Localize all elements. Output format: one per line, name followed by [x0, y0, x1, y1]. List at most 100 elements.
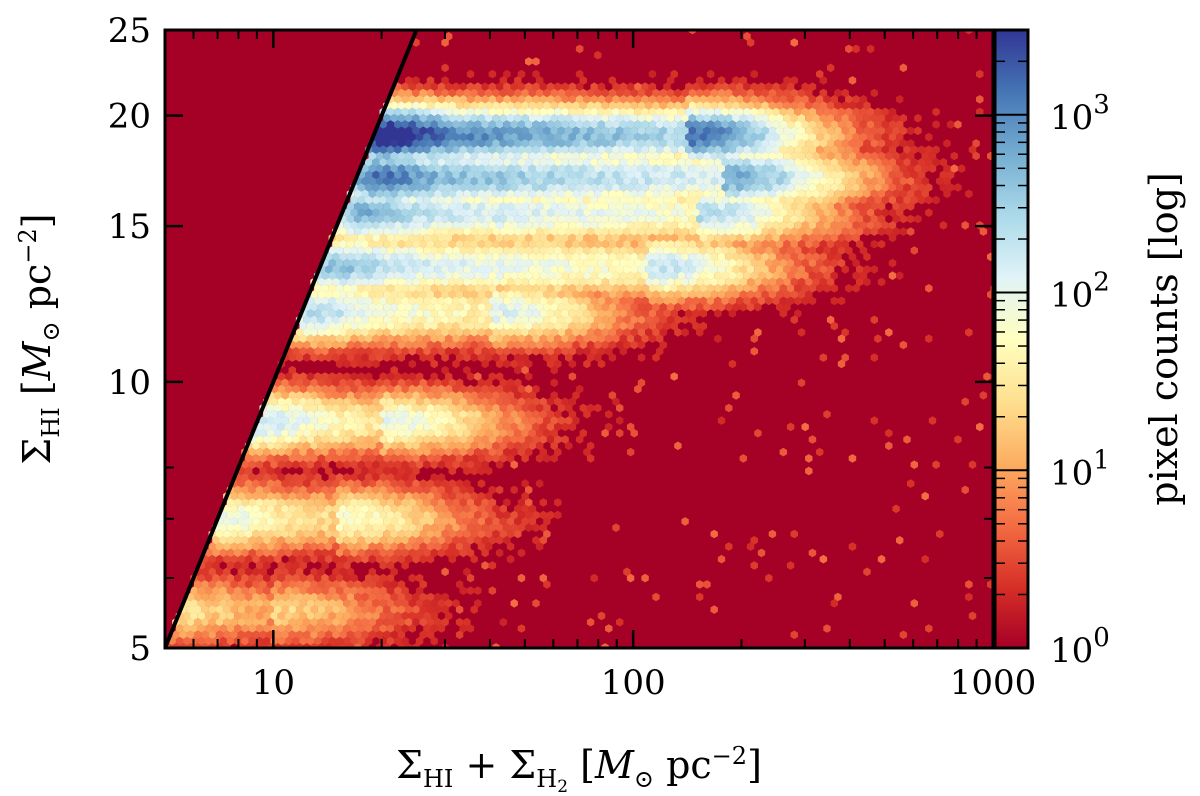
hexbin-cell	[765, 132, 773, 142]
hexbin-cell	[517, 132, 526, 142]
hexbin-cell	[637, 277, 646, 287]
hexbin-cell	[830, 208, 838, 217]
hexbin-cell	[270, 397, 278, 406]
hexbin-cell	[506, 315, 515, 325]
hexbin-cell	[888, 107, 897, 117]
hexbin-cell	[626, 158, 635, 167]
hexbin-cell	[757, 233, 766, 243]
hexbin-cell	[834, 139, 842, 148]
hexbin-cell	[579, 252, 587, 262]
hexbin-cell	[412, 441, 420, 451]
hexbin-cell	[350, 334, 358, 343]
hexbin-cell	[474, 271, 482, 280]
hexbin-cell	[386, 120, 395, 129]
hexbin-cell	[445, 183, 453, 192]
hexbin-cell	[641, 208, 649, 217]
hexbin-cell	[732, 113, 740, 123]
hexbin-cell	[546, 82, 555, 91]
hexbin-cell	[699, 271, 707, 280]
hexbin-cell	[495, 233, 504, 243]
hexbin-cell	[394, 321, 402, 331]
hexbin-cell	[663, 183, 671, 192]
hexbin-cell	[419, 252, 427, 262]
hexbin-cell	[761, 151, 769, 161]
hexbin-cell	[623, 302, 631, 312]
hexbin-cell	[485, 428, 493, 438]
hexbin-cell	[474, 410, 482, 419]
hexbin-cell	[390, 353, 398, 362]
hexbin-cell	[445, 233, 453, 243]
hexbin-cell	[386, 347, 395, 356]
hexbin-cell	[605, 221, 613, 230]
hexbin-cell	[637, 302, 646, 312]
hexbin-cell	[379, 422, 387, 432]
hexbin-cell	[637, 101, 646, 110]
hexbin-cell	[430, 372, 438, 381]
hexbin-cell	[605, 183, 613, 192]
hexbin-cell	[477, 403, 486, 413]
hexbin-cell	[434, 227, 442, 236]
hexbin-cell	[619, 271, 627, 280]
hexbin-cell	[488, 397, 497, 406]
hexbin-cell	[794, 233, 802, 243]
hexbin-cell	[692, 158, 700, 167]
hexbin-cell	[881, 132, 889, 142]
hexbin-cell	[390, 113, 398, 123]
hexbin-cell	[474, 195, 482, 205]
hexbin-cell	[856, 176, 864, 186]
hexbin-cell	[950, 151, 958, 161]
hexbin-cell	[648, 284, 657, 293]
hexbin-cell	[579, 340, 587, 350]
hexbin-cell	[819, 176, 828, 186]
hexbin-cell	[365, 435, 373, 444]
hexbin-cell	[419, 113, 427, 123]
hexbin-cell	[390, 227, 398, 236]
hexbin-cell	[470, 315, 478, 325]
hexbin-cell	[386, 422, 395, 432]
hexbin-cell	[736, 183, 744, 192]
hexbin-cell	[848, 126, 857, 136]
hexbin-cell	[488, 422, 497, 432]
hexbin-cell	[830, 120, 838, 129]
hexbin-cell	[714, 107, 722, 117]
hexbin-cell	[521, 290, 529, 299]
hexbin-cell	[750, 271, 758, 280]
hexbin-cell	[790, 76, 798, 85]
hexbin-cell	[506, 126, 515, 136]
hexbin-cell	[616, 101, 624, 110]
hexbin-cell	[503, 284, 511, 293]
hexbin-cell	[750, 120, 758, 129]
hexbin-cell	[459, 170, 467, 180]
hexbin-cell	[557, 139, 566, 148]
hexbin-cell	[634, 107, 642, 117]
hexbin-cell	[721, 221, 729, 230]
hexbin-cell	[550, 139, 558, 148]
hexbin-cell	[841, 328, 849, 337]
hexbin-cell	[619, 309, 627, 318]
hexbin-cell	[488, 120, 497, 129]
hexbin-cell	[474, 82, 482, 91]
hexbin-cell	[503, 195, 511, 205]
hexbin-cell	[572, 328, 580, 337]
hexbin-cell	[434, 290, 442, 299]
hexbin-cell	[783, 290, 791, 299]
x-tick-label: 1000	[950, 663, 1037, 703]
hexbin-cell	[423, 246, 431, 255]
hexbin-cell	[801, 208, 809, 217]
hexbin-cell	[292, 397, 300, 406]
hexbin-cell	[525, 158, 533, 167]
hexbin-cell	[597, 208, 606, 217]
hexbin-cell	[819, 214, 828, 224]
hexbin-cell	[397, 252, 406, 262]
hexbin-cell	[288, 391, 296, 400]
hexbin-cell	[743, 195, 751, 205]
hexbin-cell	[597, 271, 606, 280]
hexbin-cell	[677, 258, 686, 268]
hexbin-cell	[652, 302, 660, 312]
hexbin-cell	[761, 202, 769, 211]
hexbin-cell	[412, 151, 420, 161]
hexbin-cell	[459, 309, 467, 318]
hexbin-cell	[663, 95, 671, 104]
hexbin-cell	[906, 164, 915, 173]
hexbin-cell	[448, 328, 457, 337]
